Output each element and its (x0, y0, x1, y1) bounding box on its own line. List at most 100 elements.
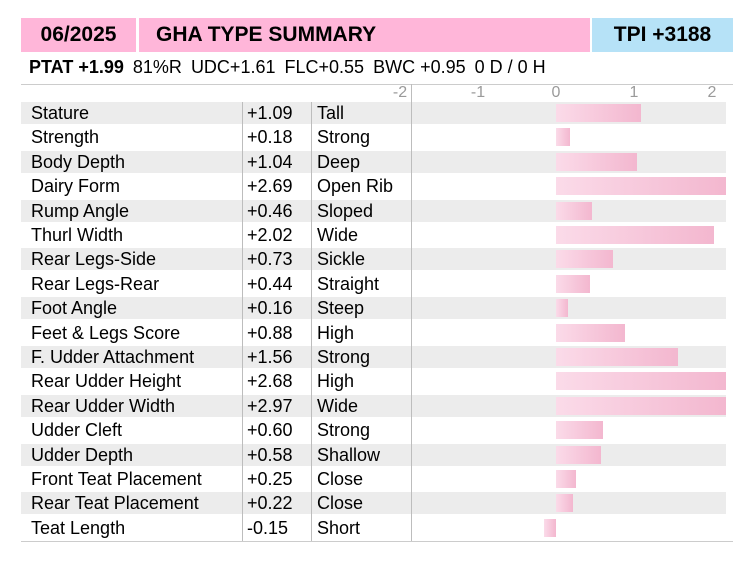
trait-value: +0.25 (247, 469, 293, 489)
trait-descriptor: Strong (317, 127, 371, 148)
trait-descriptor: Wide (317, 225, 359, 245)
row-background (21, 346, 726, 368)
row-background (21, 394, 726, 417)
trait-value: +0.18 (247, 127, 293, 148)
trait-value: +0.73 (247, 249, 293, 270)
trait-bar (556, 470, 576, 488)
trait-value: +2.68 (247, 371, 293, 392)
table-row: Udder Cleft +0.60 Strong (21, 419, 733, 441)
daughters-herds-value: 0 D / 0 H (474, 57, 546, 77)
trait-name: Strength (31, 127, 100, 148)
trait-name: Rear Legs-Side (31, 249, 157, 270)
trait-bar (556, 152, 638, 171)
table-row: Body Depth +1.04 Deep (21, 150, 733, 173)
table-row: Rear Udder Height +2.68 High (21, 370, 733, 392)
trait-name: Rear Legs-Rear (31, 273, 160, 294)
axis-tick-label: 2 (707, 84, 717, 101)
ptat-value: PTAT +1.99 (29, 57, 124, 77)
table-row: F. Udder Attachment +1.56 Strong (21, 346, 733, 368)
trait-bar (556, 250, 613, 269)
summary-header: 06/2025 GHA TYPE SUMMARY TPI +3188 (21, 18, 733, 52)
table-row: Stature +1.09 Tall (21, 102, 733, 124)
column-divider (411, 84, 412, 541)
trait-descriptor: High (317, 371, 355, 392)
reliability-value: 81%R (132, 57, 182, 77)
trait-descriptor: Deep (317, 151, 361, 172)
udc-value: UDC+1.61 (190, 57, 276, 77)
trait-name: Body Depth (31, 151, 126, 172)
trait-bar (556, 104, 642, 122)
row-background (21, 492, 726, 515)
flc-value: FLC+0.55 (284, 57, 365, 77)
trait-descriptor: Open Rib (317, 176, 394, 197)
trait-value: +2.69 (247, 176, 293, 197)
trait-descriptor: Tall (317, 103, 345, 123)
column-divider (242, 102, 243, 542)
trait-descriptor: Sickle (317, 249, 366, 270)
trait-value: -0.15 (247, 517, 289, 538)
row-background (21, 443, 726, 466)
trait-bar (556, 445, 602, 464)
trait-bar (556, 274, 591, 293)
bwc-value: BWC +0.95 (373, 57, 466, 77)
trait-value: +0.60 (247, 420, 293, 441)
trait-name: Rump Angle (31, 200, 130, 221)
axis-tick-label: -1 (470, 84, 486, 101)
axis-tick-label: -2 (392, 84, 408, 101)
table-row: Foot Angle +0.16 Steep (21, 297, 733, 320)
trait-value: +2.97 (247, 395, 293, 416)
column-divider (311, 102, 312, 542)
table-row: Rear Teat Placement +0.22 Close (21, 492, 733, 515)
table-row: Dairy Form +2.69 Open Rib (21, 175, 733, 197)
tpi-badge: TPI +3188 (592, 18, 733, 52)
trait-value: +0.44 (247, 273, 293, 294)
table-row: Teat Length -0.15 Short (21, 517, 733, 539)
trait-descriptor: Strong (317, 420, 371, 441)
stats-line: PTAT +1.99 81%R UDC+1.61 FLC+0.55 BWC +0… (29, 54, 550, 80)
trait-value: +2.02 (247, 225, 293, 245)
trait-descriptor: Strong (317, 347, 371, 367)
trait-name: Udder Cleft (31, 420, 123, 441)
trait-name: Teat Length (31, 517, 126, 538)
trait-bar (556, 494, 574, 513)
row-background (21, 419, 726, 441)
row-background (21, 199, 726, 222)
table-row: Rump Angle +0.46 Sloped (21, 199, 733, 222)
table-row: Rear Legs-Rear +0.44 Straight (21, 273, 733, 295)
trait-value: +0.88 (247, 322, 293, 343)
trait-descriptor: Shallow (317, 444, 381, 465)
trait-name: Stature (31, 103, 90, 123)
trait-bar (556, 299, 569, 318)
trait-name: Udder Depth (31, 444, 134, 465)
table-row: Rear Legs-Side +0.73 Sickle (21, 248, 733, 271)
row-background (21, 517, 726, 539)
trait-name: Dairy Form (31, 176, 120, 197)
trait-descriptor: Close (317, 469, 364, 489)
trait-value: +1.09 (247, 103, 293, 123)
axis-tick-label: 0 (551, 84, 561, 101)
row-background (21, 150, 726, 173)
trait-bar (556, 372, 726, 391)
table-row: Feet & Legs Score +0.88 High (21, 322, 733, 344)
trait-value: +1.04 (247, 151, 293, 172)
trait-bar (556, 396, 726, 415)
bottom-divider (21, 541, 733, 542)
trait-name: F. Udder Attachment (31, 347, 195, 367)
table-row: Front Teat Placement +0.25 Close (21, 468, 733, 490)
trait-name: Front Teat Placement (31, 469, 202, 489)
table-row: Rear Udder Width +2.97 Wide (21, 394, 733, 417)
table-row: Udder Depth +0.58 Shallow (21, 443, 733, 466)
trait-descriptor: Straight (317, 273, 380, 294)
trait-name: Rear Teat Placement (31, 493, 199, 514)
trait-name: Rear Udder Height (31, 371, 182, 392)
trait-name: Feet & Legs Score (31, 322, 181, 343)
row-background (21, 102, 726, 124)
trait-bar (556, 226, 714, 244)
trait-descriptor: Wide (317, 395, 359, 416)
row-background (21, 248, 726, 271)
date-label: 06/2025 (21, 18, 136, 52)
trait-descriptor: High (317, 322, 355, 343)
top-divider (21, 84, 733, 85)
trait-value: +0.22 (247, 493, 293, 514)
table-row: Strength +0.18 Strong (21, 126, 733, 148)
